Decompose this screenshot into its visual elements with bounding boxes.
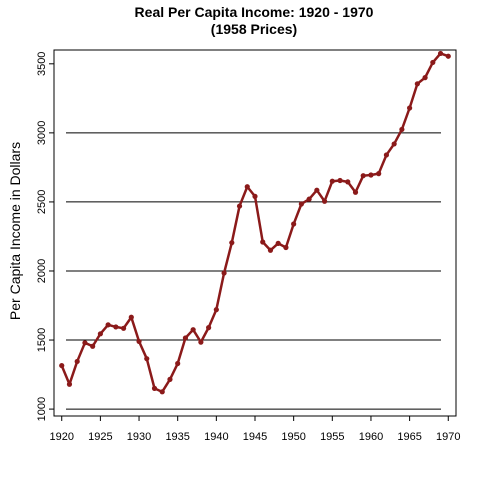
x-tick-label: 1970 — [436, 431, 460, 443]
x-tick-label: 1930 — [127, 431, 151, 443]
x-tick-label: 1945 — [243, 431, 267, 443]
data-point — [368, 172, 374, 178]
data-point — [244, 184, 250, 190]
data-point — [283, 244, 289, 251]
y-axis-label: Per Capita Income in Dollars — [7, 142, 23, 320]
x-tick-label: 1920 — [49, 431, 73, 443]
data-point — [236, 203, 243, 209]
data-point — [221, 270, 227, 276]
x-tick-label: 1925 — [88, 431, 112, 443]
x-tick-label: 1960 — [359, 431, 383, 443]
data-point — [291, 221, 297, 227]
data-point — [206, 325, 212, 331]
data-point — [391, 141, 397, 147]
data-point — [298, 201, 304, 207]
data-point — [59, 362, 65, 369]
data-point — [113, 324, 119, 330]
data-point — [407, 105, 413, 111]
series-line — [60, 52, 449, 394]
data-point — [182, 335, 189, 341]
series-group — [59, 50, 451, 395]
y-axis: 1000 1500 2000 2500 3000 3500 — [36, 52, 54, 421]
data-point — [128, 314, 134, 320]
y-tick-label: 3000 — [36, 121, 48, 145]
data-point — [360, 173, 366, 179]
chart-subtitle: (1958 Prices) — [211, 21, 297, 37]
data-point — [329, 178, 335, 184]
data-point — [352, 189, 359, 195]
data-point — [198, 339, 204, 345]
data-point — [74, 358, 80, 365]
data-point — [260, 239, 266, 245]
x-tick-label: 1950 — [281, 431, 305, 443]
data-point — [267, 247, 274, 253]
data-point — [190, 327, 196, 333]
data-point — [136, 338, 142, 345]
x-tick-label: 1965 — [397, 431, 421, 443]
plot-frame — [53, 49, 457, 417]
x-tick-label: 1955 — [320, 431, 344, 443]
data-point — [105, 322, 111, 328]
data-point — [314, 187, 320, 193]
data-point — [66, 381, 73, 387]
chart-title: Real Per Capita Income: 1920 - 1970 — [135, 4, 374, 20]
data-point — [120, 325, 127, 331]
y-tick-label: 1500 — [36, 328, 48, 352]
data-point — [306, 196, 312, 202]
gridlines — [66, 132, 441, 410]
data-point — [213, 307, 219, 313]
data-point — [167, 376, 173, 382]
data-point — [97, 331, 103, 337]
data-point — [175, 360, 181, 367]
y-tick-label: 2500 — [36, 190, 48, 214]
data-point — [399, 126, 405, 133]
y-tick-label: 1000 — [36, 397, 48, 421]
x-tick-label: 1935 — [165, 431, 189, 443]
y-tick-label: 2000 — [36, 259, 48, 283]
data-point — [414, 81, 420, 87]
data-point — [345, 179, 351, 185]
data-point — [159, 389, 165, 395]
data-point — [376, 171, 382, 177]
x-tick-label: 1940 — [204, 431, 228, 443]
data-point — [90, 343, 96, 349]
data-point — [445, 53, 451, 59]
data-point — [252, 193, 258, 199]
data-point — [383, 152, 390, 158]
data-point — [337, 177, 343, 184]
data-point — [229, 240, 235, 246]
data-point — [321, 198, 328, 204]
x-axis: 1920 1925 1930 1935 1940 1945 1950 1955 1960 1965… — [49, 416, 461, 443]
data-point — [437, 50, 444, 57]
data-point — [422, 75, 428, 81]
data-point — [151, 385, 158, 391]
data-point — [275, 240, 281, 246]
data-point — [144, 356, 150, 362]
data-point — [82, 340, 88, 346]
data-point — [430, 59, 436, 66]
y-tick-label: 3500 — [36, 52, 48, 76]
